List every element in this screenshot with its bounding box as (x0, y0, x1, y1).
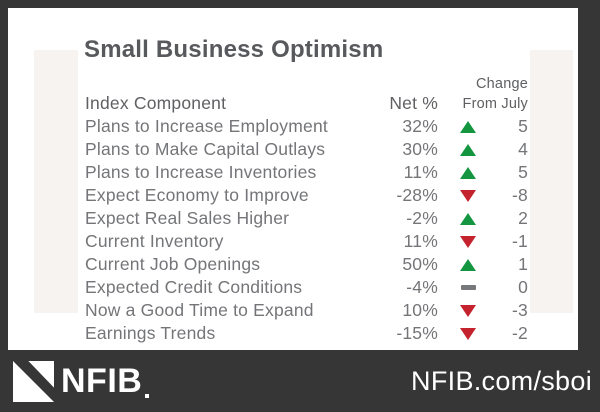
table-row: Expect Economy to Improve -28% -8 (85, 184, 528, 207)
change-direction-cell (438, 327, 488, 340)
flat-dash-icon (460, 285, 476, 290)
content-panel: Small Business Optimism Change Index Com… (8, 8, 578, 350)
nfib-logo-icon (13, 360, 54, 402)
table-row: Current Inventory 11% -1 (85, 230, 528, 253)
up-arrow-icon (460, 212, 476, 225)
down-arrow-icon (460, 304, 476, 317)
net-percent-value: -28% (396, 185, 438, 205)
change-direction-cell (438, 189, 488, 202)
net-percent-value: -15% (396, 323, 438, 343)
decor-band-right (530, 50, 573, 313)
change-value: 1 (518, 254, 528, 274)
footer-bar: NFIB NFIB.com/sboi (0, 350, 600, 412)
change-direction-cell (438, 143, 488, 156)
change-direction-cell (438, 166, 488, 179)
up-arrow-icon (460, 166, 476, 179)
table-row: Plans to Increase Inventories 11% 5 (85, 161, 528, 184)
change-direction-cell (438, 212, 488, 225)
net-percent-value: 50% (402, 254, 438, 274)
trademark-dot-icon (145, 394, 150, 398)
table-row: Expected Credit Conditions -4% 0 (85, 276, 528, 299)
component-label: Expected Credit Conditions (85, 277, 303, 297)
down-arrow-icon (460, 327, 476, 340)
component-label: Current Inventory (85, 231, 224, 251)
table-header-row-top: Change (85, 75, 528, 92)
change-value: -8 (512, 185, 528, 205)
change-value: 5 (518, 116, 528, 136)
table-header-row: Index Component Net % From July (85, 92, 528, 115)
change-direction-cell (438, 120, 488, 133)
change-direction-cell (438, 258, 488, 271)
component-label: Plans to Increase Employment (85, 116, 328, 136)
column-header-net-percent: Net % (389, 93, 438, 113)
component-label: Plans to Make Capital Outlays (85, 139, 326, 159)
footer-url: NFIB.com/sboi (411, 365, 592, 396)
change-direction-cell (438, 235, 488, 248)
component-label: Expect Economy to Improve (85, 185, 309, 205)
decor-band-left (34, 50, 78, 313)
table-row: Now a Good Time to Expand 10% -3 (85, 299, 528, 322)
table-row: Current Job Openings 50% 1 (85, 253, 528, 276)
down-arrow-icon (460, 189, 476, 202)
net-percent-value: 30% (402, 139, 438, 159)
change-value: -1 (512, 231, 528, 251)
change-direction-cell (438, 304, 488, 317)
change-value: 4 (518, 139, 528, 159)
net-percent-value: -2% (406, 208, 438, 228)
optimism-table: Change Index Component Net % From July P… (85, 75, 528, 345)
up-arrow-icon (460, 258, 476, 271)
component-label: Expect Real Sales Higher (85, 208, 290, 228)
net-percent-value: 11% (403, 162, 438, 182)
component-label: Now a Good Time to Expand (85, 300, 314, 320)
table-row: Plans to Make Capital Outlays 30% 4 (85, 138, 528, 161)
net-percent-value: 32% (402, 116, 438, 136)
down-arrow-icon (460, 235, 476, 248)
column-header-component: Index Component (85, 93, 227, 113)
net-percent-value: 11% (403, 231, 438, 251)
component-label: Plans to Increase Inventories (85, 162, 317, 182)
column-header-change-line2: From July (462, 95, 528, 112)
table-row: Plans to Increase Employment 32% 5 (85, 115, 528, 138)
change-value: -2 (512, 323, 528, 343)
change-direction-cell (438, 285, 488, 290)
page-title: Small Business Optimism (84, 36, 384, 64)
change-value: 2 (518, 208, 528, 228)
nfib-wordmark: NFIB (61, 362, 143, 400)
up-arrow-icon (460, 143, 476, 156)
component-label: Earnings Trends (85, 323, 216, 343)
change-value: 0 (518, 277, 528, 297)
table-body: Plans to Increase Employment 32% 5 Plans… (85, 115, 528, 345)
change-value: 5 (518, 162, 528, 182)
change-value: -3 (512, 300, 528, 320)
net-percent-value: 10% (402, 300, 438, 320)
up-arrow-icon (460, 120, 476, 133)
nfib-brand: NFIB (13, 350, 150, 412)
table-row: Expect Real Sales Higher -2% 2 (85, 207, 528, 230)
component-label: Current Job Openings (85, 254, 261, 274)
column-header-change-line1: Change (476, 75, 528, 92)
net-percent-value: -4% (406, 277, 438, 297)
table-row: Earnings Trends -15% -2 (85, 322, 528, 345)
